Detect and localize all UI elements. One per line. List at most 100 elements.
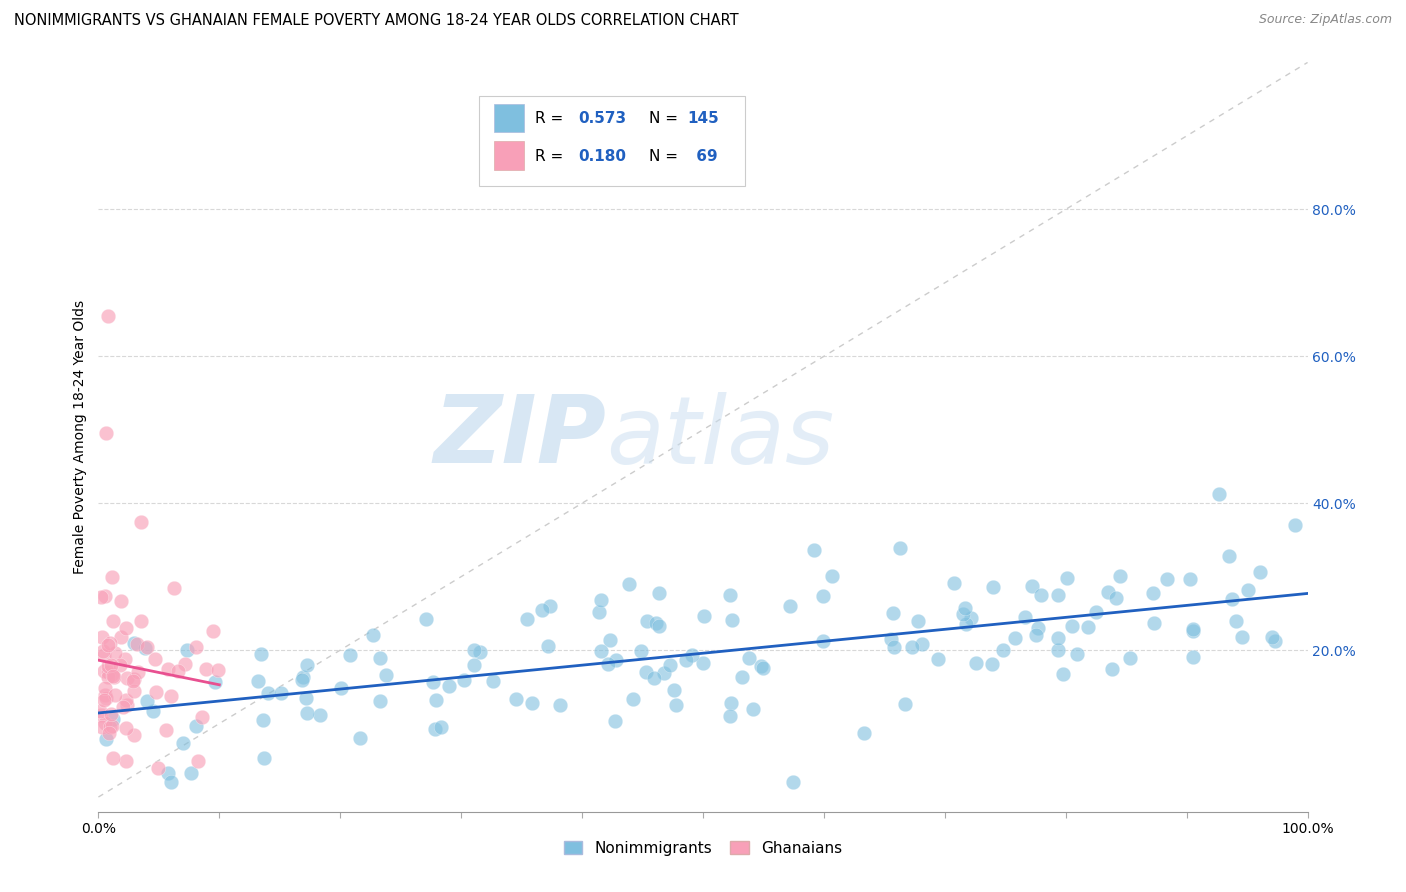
Point	[136, 640, 159, 655]
Point	[250, 648, 273, 662]
Point	[505, 692, 527, 706]
Point	[980, 657, 1002, 671]
Point	[430, 721, 453, 735]
Point	[882, 606, 904, 620]
Point	[439, 680, 461, 694]
Point	[167, 665, 190, 679]
Point	[174, 657, 197, 671]
Text: NONIMMIGRANTS VS GHANAIAN FEMALE POVERTY AMONG 18-24 YEAR OLDS CORRELATION CHART: NONIMMIGRANTS VS GHANAIAN FEMALE POVERTY…	[14, 13, 738, 29]
Point	[114, 652, 136, 666]
Point	[880, 632, 903, 647]
Point	[538, 599, 561, 614]
Text: 69: 69	[690, 149, 717, 163]
Point	[1178, 572, 1201, 586]
Point	[415, 612, 437, 626]
Point	[463, 643, 485, 657]
Point	[204, 675, 226, 690]
Point	[1021, 579, 1043, 593]
Point	[942, 576, 965, 591]
Text: Source: ZipAtlas.com: Source: ZipAtlas.com	[1258, 13, 1392, 27]
Point	[636, 614, 658, 628]
Point	[965, 657, 987, 671]
Point	[1101, 662, 1123, 676]
Point	[588, 605, 610, 619]
Point	[117, 671, 139, 685]
Point	[1046, 643, 1069, 657]
Point	[176, 643, 198, 657]
Point	[811, 634, 834, 648]
Point	[101, 751, 124, 765]
Point	[894, 697, 917, 711]
Point	[423, 722, 446, 736]
Point	[184, 640, 207, 654]
Point	[603, 714, 626, 729]
Point	[1014, 610, 1036, 624]
Point	[114, 693, 136, 707]
Point	[309, 707, 332, 722]
Point	[111, 699, 134, 714]
Point	[1208, 487, 1230, 501]
Point	[202, 624, 225, 638]
Point	[803, 542, 825, 557]
Point	[122, 684, 145, 698]
Point	[644, 615, 666, 630]
Point	[1085, 605, 1108, 619]
Text: R =: R =	[534, 112, 568, 126]
Point	[718, 588, 741, 602]
Point	[94, 715, 117, 730]
Legend: Nonimmigrants, Ghanaians: Nonimmigrants, Ghanaians	[560, 836, 846, 860]
Point	[114, 754, 136, 768]
Point	[1264, 634, 1286, 648]
Point	[1076, 620, 1098, 634]
Point	[741, 702, 763, 716]
Point	[134, 640, 156, 655]
Text: N =: N =	[648, 112, 682, 126]
Point	[180, 766, 202, 780]
Point	[100, 636, 122, 650]
Point	[97, 638, 120, 652]
Point	[901, 640, 924, 654]
Point	[991, 643, 1014, 657]
Point	[172, 736, 194, 750]
Point	[110, 594, 132, 608]
Point	[98, 720, 121, 734]
Point	[959, 611, 981, 625]
Point	[1230, 630, 1253, 644]
Point	[94, 691, 117, 706]
Point	[692, 657, 714, 671]
Point	[252, 713, 274, 727]
FancyBboxPatch shape	[494, 141, 524, 169]
Point	[1181, 650, 1204, 665]
Point	[157, 766, 180, 780]
Point	[605, 653, 627, 667]
Point	[907, 614, 929, 628]
Y-axis label: Female Poverty Among 18-24 Year Olds: Female Poverty Among 18-24 Year Olds	[73, 300, 87, 574]
Point	[720, 708, 742, 723]
Point	[97, 658, 120, 673]
Point	[1105, 591, 1128, 605]
Text: 145: 145	[688, 112, 718, 126]
Point	[1182, 624, 1205, 638]
Point	[1026, 622, 1049, 636]
Point	[145, 685, 167, 699]
Point	[90, 720, 112, 734]
Point	[1060, 618, 1083, 632]
Point	[160, 775, 183, 789]
Point	[813, 589, 835, 603]
Point	[482, 674, 505, 689]
Point	[94, 688, 117, 702]
Point	[270, 686, 292, 700]
Point	[374, 668, 396, 682]
Point	[127, 665, 149, 679]
Point	[1249, 566, 1271, 580]
Point	[731, 670, 754, 684]
Point	[124, 728, 146, 742]
Point	[349, 731, 371, 745]
Point	[1181, 622, 1204, 636]
Point	[520, 697, 543, 711]
Point	[122, 636, 145, 650]
Point	[911, 637, 934, 651]
Point	[952, 607, 974, 622]
Point	[156, 662, 179, 676]
Point	[100, 706, 122, 721]
